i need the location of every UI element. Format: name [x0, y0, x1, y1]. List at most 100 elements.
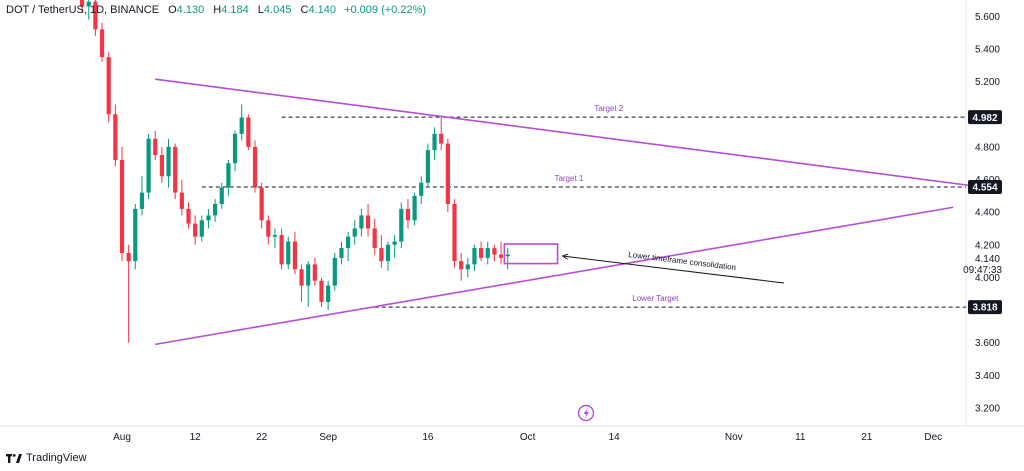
candle-body [119, 159, 125, 253]
candle-body [299, 269, 304, 286]
time-tick-label: 22 [256, 432, 268, 443]
flash-icon[interactable] [577, 404, 595, 422]
candle-body [279, 235, 284, 265]
candle-body [359, 215, 364, 229]
candle-body [199, 220, 204, 237]
annotation: Lower timeframe consolidation [561, 250, 785, 284]
change-value: +0.009 (+0.22%) [344, 4, 427, 16]
price-tick-label: 3.200 [975, 404, 1000, 415]
time-tick-label: 16 [422, 432, 434, 443]
time-tick-label: 21 [861, 432, 873, 443]
candle-body [166, 146, 171, 177]
level-price-box [968, 300, 1002, 315]
level-caption: Target 1 [554, 174, 583, 183]
time-tick-label: Dec [924, 432, 942, 443]
annotation-arrowhead [561, 253, 569, 260]
candle-body [86, 1, 91, 7]
candle-body [93, 1, 98, 30]
candle-body [80, 0, 85, 7]
candle-body [153, 138, 158, 156]
candle-body [206, 215, 211, 221]
low-label: L [257, 4, 264, 16]
flash-icon-circle [577, 404, 595, 422]
candle-body [272, 235, 278, 237]
consolidation-box [503, 243, 559, 265]
candle-body [346, 236, 351, 249]
candle-body [213, 204, 218, 216]
level-caption: Target 2 [594, 104, 623, 113]
symbol-legend: DOT / TetherUS, 1D, BINANCE O4.130 H4.18… [6, 4, 426, 16]
price-tick-label: 4.000 [975, 273, 1000, 284]
candle-body [412, 195, 417, 221]
close-label: C [300, 4, 309, 16]
candle-body [113, 114, 118, 160]
price-tick-label: 5.400 [975, 44, 1000, 55]
time-tick-label: Aug [113, 432, 131, 443]
price-tick-label: 5.200 [975, 77, 1000, 88]
price-tick-label: 4.200 [975, 240, 1000, 251]
high-value: 4.184 [221, 4, 249, 16]
candle-body [379, 248, 384, 262]
lower-trendline [155, 206, 954, 346]
flash-icon-bolt [583, 408, 589, 419]
candle-body [133, 208, 138, 262]
candle-body [405, 208, 411, 221]
annotation-arrow [562, 255, 785, 284]
price-tick-label: 5.600 [975, 12, 1000, 23]
tradingview-logo-icon [6, 453, 22, 463]
horizontal-levels: Target 2 Target 1 Lower Target [201, 104, 966, 308]
candle-body [472, 248, 477, 265]
symbol-title[interactable]: DOT / TetherUS, 1D, BINANCE [6, 4, 160, 16]
time-tick-label: 12 [190, 432, 202, 443]
price-tick-label: 3.600 [975, 338, 1000, 349]
candle-body [319, 280, 324, 302]
close-value: 4.140 [308, 4, 336, 16]
candle-body [139, 192, 145, 209]
trendlines [155, 78, 994, 346]
low-value: 4.045 [263, 4, 292, 16]
price-tick-label: 3.400 [975, 371, 1000, 382]
candle-body [385, 244, 391, 262]
candle-body [126, 252, 131, 262]
candle-body [439, 133, 444, 144]
candle-body [505, 254, 510, 257]
level-price-box [968, 180, 1002, 195]
candle-body [445, 143, 450, 204]
time-tick-label: Sep [319, 432, 337, 443]
level-caption: Lower Target [632, 294, 679, 303]
candle-body [352, 228, 357, 237]
brand-name: TradingView [26, 452, 87, 464]
candle-body [173, 146, 178, 193]
candle-body [392, 241, 397, 245]
level-price-label: 3.818 [972, 303, 997, 314]
time-tick-label: 14 [609, 432, 621, 443]
candle-body [179, 192, 184, 209]
open-value: 4.130 [176, 4, 205, 16]
candle-body [465, 264, 470, 270]
upper-trendline [155, 78, 994, 190]
time-tick-label: 11 [795, 432, 806, 443]
candle-body [259, 187, 264, 221]
candle-body [326, 285, 331, 302]
candle-body [239, 117, 244, 134]
candle-body [186, 208, 191, 224]
candle-body [365, 215, 371, 229]
candle-body [193, 223, 198, 237]
price-tick-label: 4.800 [975, 142, 1000, 153]
candle-body [292, 241, 297, 270]
time-axis[interactable]: 5Aug1222Sep16Oct14Nov1121Dec [0, 432, 942, 443]
countdown-label: 09:47:33 [963, 265, 1002, 276]
candle-body [498, 254, 504, 258]
current-price-label: 4.140 [975, 254, 1000, 265]
candle-body [99, 29, 105, 58]
candle-body [266, 220, 271, 237]
tradingview-branding[interactable]: TradingView [6, 452, 87, 464]
candle-body [419, 182, 424, 196]
price-axis[interactable]: 5.6005.4005.2004.8004.6004.4004.2004.000… [963, 12, 1002, 415]
candle-body [339, 248, 344, 258]
candle-body [492, 248, 497, 255]
candle-body [332, 257, 337, 286]
level-price-label: 4.982 [972, 113, 997, 124]
high-label: H [213, 4, 222, 16]
